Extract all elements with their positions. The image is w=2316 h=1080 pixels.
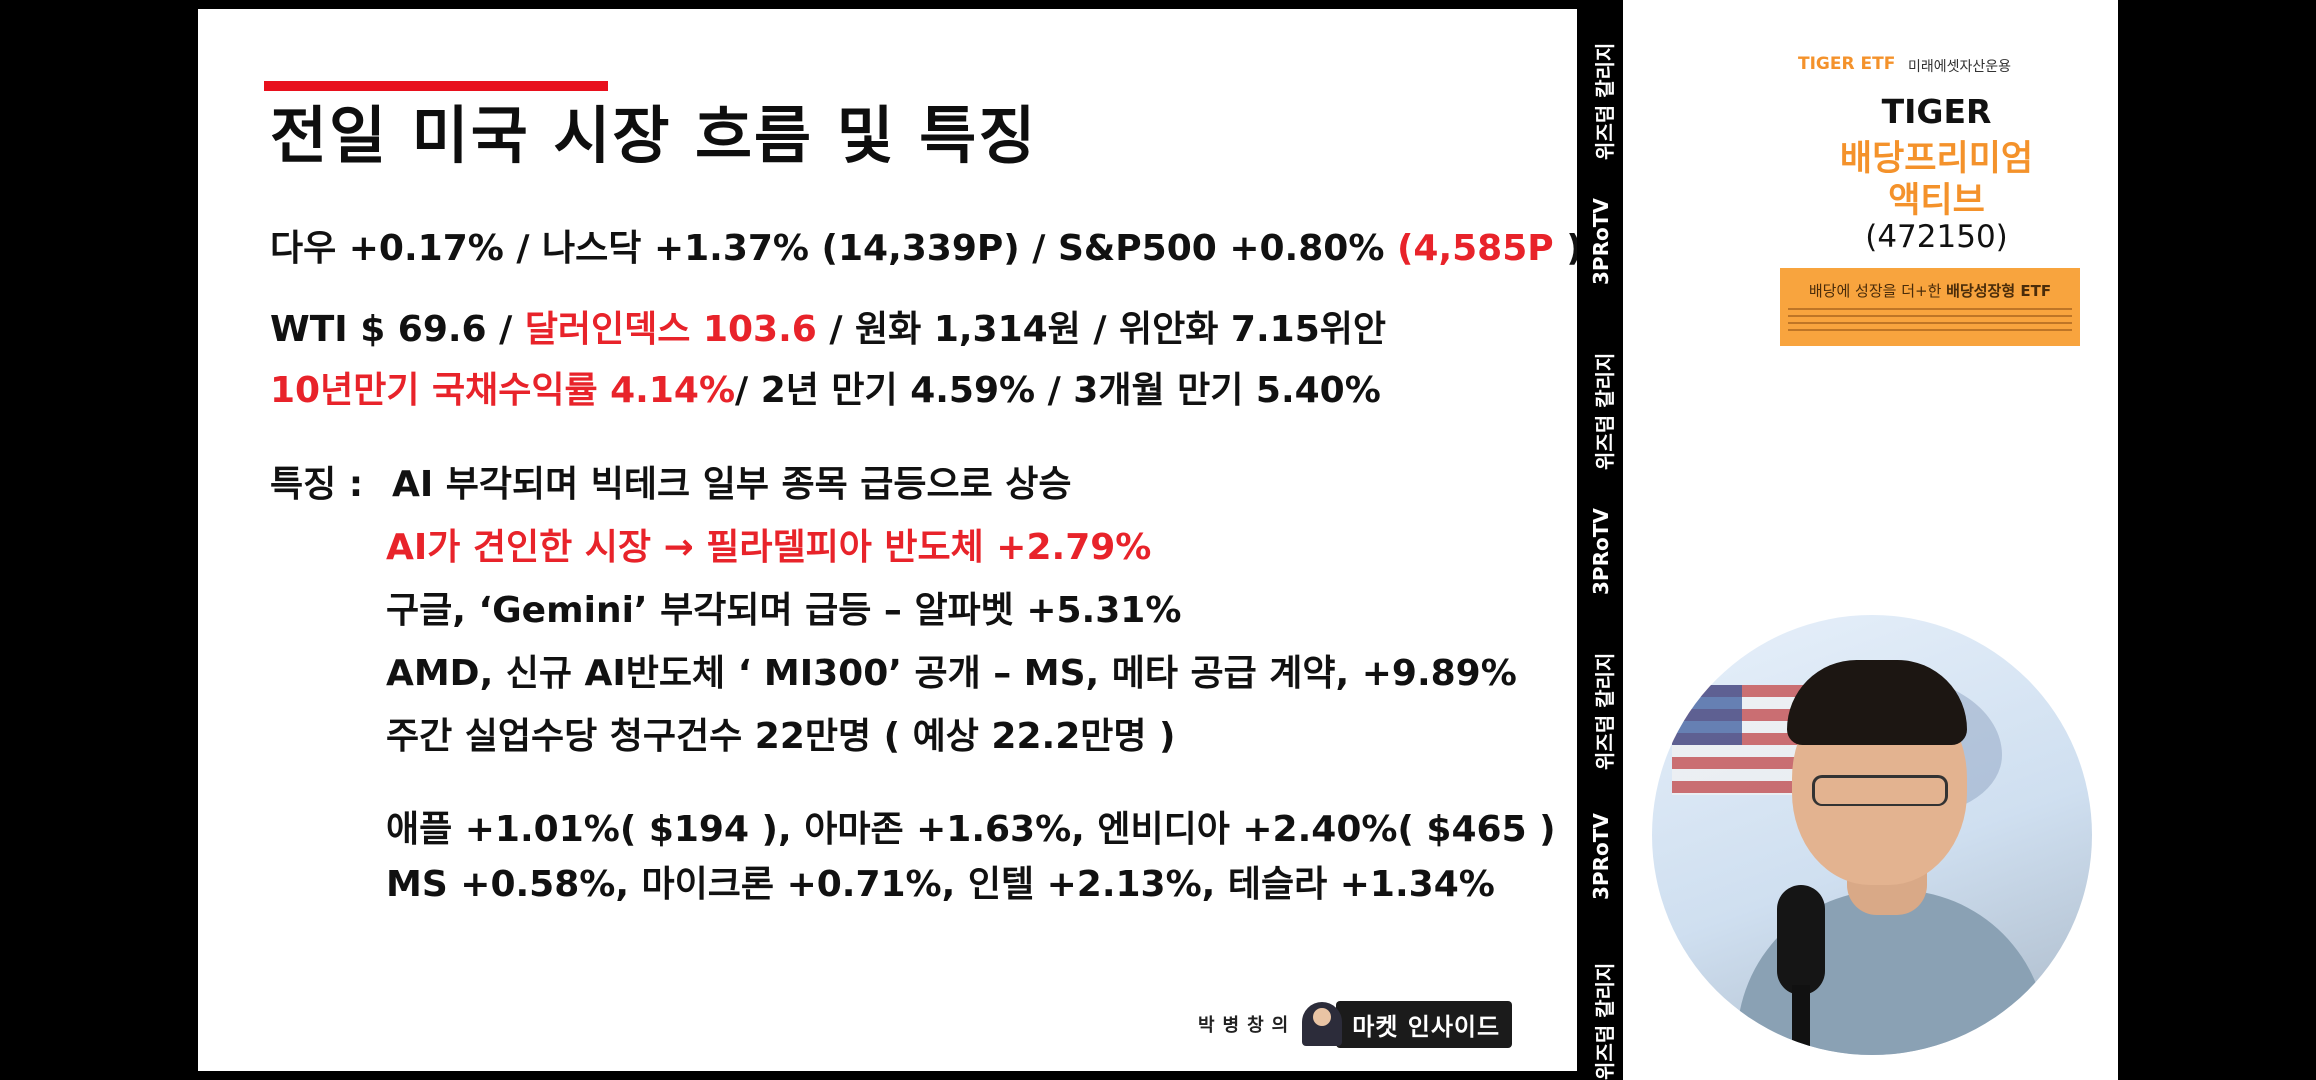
show-logo: 박병창의 마켓 인사이드 <box>1198 999 1513 1049</box>
ad-fine-print <box>1788 308 2072 336</box>
logo-host-name: 박병창의 <box>1198 1015 1297 1036</box>
ad-tagline-box: 배당에 성장을 더+한 배당성장형 ETF <box>1780 268 2080 346</box>
strip-label: 위즈덤 칼리지 <box>1593 352 1617 470</box>
etf-brand: TIGER ETF <box>1798 54 1896 74</box>
sp500-points: (4,585P <box>1396 228 1554 269</box>
bullet-item: AI가 견인한 시장 → 필라델피아 반도체 +2.79% <box>386 527 1152 568</box>
microphone-icon <box>1777 885 1825 995</box>
commodity-line: WTI $ 69.6 / 달러인덱스 103.6 / 원화 1,314원 / 위… <box>270 309 1386 350</box>
strip-label: 위즈덤 칼리지 <box>1593 962 1617 1080</box>
strip-label: 위즈덤 칼리지 <box>1593 652 1617 770</box>
strip-label: 위즈덤 칼리지 <box>1593 42 1617 160</box>
strip-label: 3PRoTV <box>1589 508 1613 595</box>
title-accent-bar <box>264 81 608 91</box>
treasury-10y: 10년만기 국채수익률 4.14% <box>270 370 736 411</box>
glasses-icon <box>1812 775 1948 806</box>
host-hair <box>1787 660 1967 745</box>
feature-label: 특징 : <box>270 464 364 505</box>
channel-watermark-strip: 위즈덤 칼리지 3PRoTV 위즈덤 칼리지 3PRoTV 위즈덤 칼리지 3P… <box>1577 0 1623 1080</box>
bullet-item: AMD, 신규 AI반도체 ‘ MI300’ 공개 – MS, 메타 공급 계약… <box>386 653 1517 694</box>
mic-stand <box>1792 985 1810 1055</box>
asset-manager-name: 미래에셋자산운용 <box>1908 59 2012 75</box>
stocks-line-1: 애플 +1.01%( $194 ), 아마존 +1.63%, 엔비디아 +2.4… <box>386 809 1556 850</box>
feature-text: AI 부각되며 빅테크 일부 종목 급등으로 상승 <box>392 464 1072 505</box>
ad-tagline: 배당에 성장을 더+한 배당성장형 ETF <box>1808 282 2052 300</box>
ad-product-line2: 배당프리미엄 <box>1839 139 2034 179</box>
flag-canton <box>1672 685 1742 745</box>
presentation-slide: 전일 미국 시장 흐름 및 특징 다우 +0.17% / 나스닥 +1.37% … <box>198 9 1577 1071</box>
treasury-line: 10년만기 국채수익률 4.14%/ 2년 만기 4.59% / 3개월 만기 … <box>270 370 1381 411</box>
strip-label: 3PRoTV <box>1589 198 1613 285</box>
strip-label: 3PRoTV <box>1589 813 1613 900</box>
bullet-item: 주간 실업수당 청구건수 22만명 ( 예상 22.2만명 ) <box>386 716 1176 757</box>
stocks-line-2: MS +0.58%, 마이크론 +0.71%, 인텔 +2.13%, 테슬라 +… <box>386 864 1495 905</box>
index-line: 다우 +0.17% / 나스닥 +1.37% (14,339P) / S&P50… <box>270 228 1577 269</box>
ad-product-line3: 액티브 <box>1888 181 1985 221</box>
ad-product-line1: TIGER <box>1881 92 1992 131</box>
right-margin <box>2118 0 2316 1080</box>
host-webcam-feed <box>1652 615 2092 1055</box>
dollar-index: 달러인덱스 103.6 <box>524 309 817 350</box>
logo-badge: 마켓 인사이드 <box>1336 1000 1513 1048</box>
slide-title: 전일 미국 시장 흐름 및 특징 <box>270 99 1038 172</box>
ad-product-code: (472150) <box>1865 219 2008 255</box>
bullet-item: 구글, ‘Gemini’ 부각되며 급등 – 알파벳 +5.31% <box>386 590 1182 631</box>
host-caricature-icon <box>1302 1002 1343 1046</box>
